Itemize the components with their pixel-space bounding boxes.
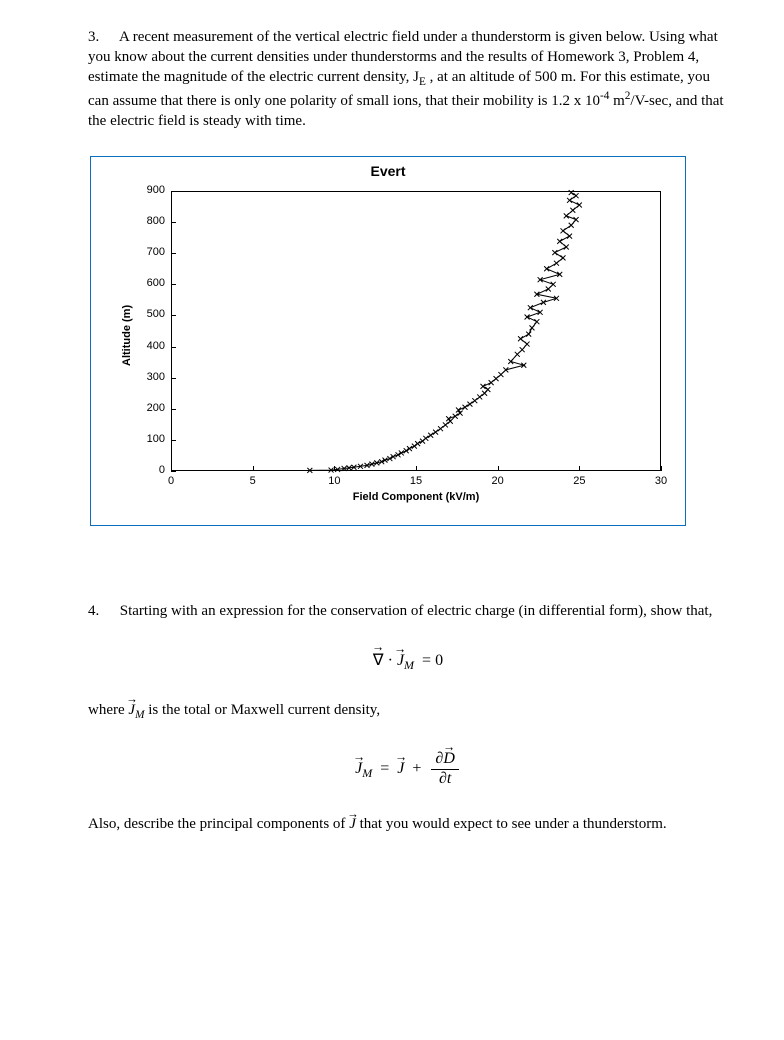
series-line xyxy=(310,193,580,471)
page: 3. A recent measurement of the vertical … xyxy=(0,0,784,879)
data-marker xyxy=(569,223,574,228)
problem-4-para1: 4. Starting with an expression for the c… xyxy=(88,602,728,622)
data-marker xyxy=(564,245,569,250)
data-marker xyxy=(428,433,433,438)
data-marker xyxy=(552,250,557,255)
data-marker xyxy=(494,376,499,381)
problem-3-body: A recent measurement of the vertical ele… xyxy=(88,29,724,129)
data-marker xyxy=(415,441,420,446)
vector-JM-inline: J xyxy=(128,701,135,721)
data-marker xyxy=(574,217,579,222)
subscript-M-lhs: M xyxy=(362,766,372,780)
data-marker xyxy=(438,426,443,431)
subscript-M: M xyxy=(404,658,414,672)
data-marker xyxy=(546,287,551,292)
data-marker xyxy=(551,282,556,287)
data-series xyxy=(91,157,687,527)
vector-J: J xyxy=(397,760,404,778)
data-marker xyxy=(544,266,549,271)
para3-rest: that you would expect to see under a thu… xyxy=(360,816,667,832)
data-marker xyxy=(467,402,472,407)
data-marker xyxy=(526,332,531,337)
data-marker xyxy=(477,394,482,399)
data-marker xyxy=(538,310,543,315)
data-marker xyxy=(554,261,559,266)
problem-4-para1-text: Starting with an expression for the cons… xyxy=(120,603,713,619)
para2-rest: is the total or Maxwell current density, xyxy=(148,702,380,718)
data-marker xyxy=(489,380,494,385)
data-marker xyxy=(534,319,539,324)
equation-jm-def: JM = J + ∂D ∂t xyxy=(88,751,728,788)
data-marker xyxy=(453,414,458,419)
data-marker xyxy=(423,436,428,441)
problem-4-number: 4. xyxy=(88,602,116,622)
data-marker xyxy=(528,305,533,310)
data-marker xyxy=(541,300,546,305)
data-marker xyxy=(567,234,572,239)
data-marker xyxy=(443,422,448,427)
data-marker xyxy=(520,347,525,352)
data-marker xyxy=(433,430,438,435)
data-marker xyxy=(577,203,582,208)
vector-D: D xyxy=(443,751,455,768)
data-marker xyxy=(472,398,477,403)
data-marker xyxy=(529,325,534,330)
data-marker xyxy=(498,372,503,377)
data-marker xyxy=(485,387,490,392)
problem-3-number: 3. xyxy=(88,28,116,48)
problem-3-text: 3. A recent measurement of the vertical … xyxy=(88,28,728,132)
para2-prefix: where xyxy=(88,702,128,718)
data-marker xyxy=(564,213,569,218)
data-marker xyxy=(570,208,575,213)
equation-div-jm: ∇ · JM = 0 xyxy=(88,650,728,673)
data-marker xyxy=(463,405,468,410)
data-marker xyxy=(574,193,579,198)
data-marker xyxy=(561,255,566,260)
evert-chart: Evert 0100200300400500600700800900051015… xyxy=(90,156,686,526)
data-marker xyxy=(518,336,523,341)
data-marker xyxy=(480,384,485,389)
nabla-symbol: ∇ xyxy=(373,650,384,670)
problem-4-para2: where JM is the total or Maxwell current… xyxy=(88,701,728,723)
problem-4: 4. Starting with an expression for the c… xyxy=(88,602,728,835)
data-marker xyxy=(557,239,562,244)
vector-JM: J xyxy=(397,652,404,670)
data-marker xyxy=(561,228,566,233)
vector-JM-lhs: J xyxy=(355,760,362,778)
data-marker xyxy=(446,416,451,421)
data-marker xyxy=(567,198,572,203)
data-marker xyxy=(525,315,530,320)
para3-prefix: Also, describe the principal components … xyxy=(88,816,349,832)
data-marker xyxy=(569,190,574,195)
subscript-M-inline: M xyxy=(135,709,144,721)
problem-4-para3: Also, describe the principal components … xyxy=(88,815,728,835)
data-marker xyxy=(525,342,530,347)
data-marker xyxy=(412,444,417,449)
data-marker xyxy=(515,352,520,357)
vector-J-inline: J xyxy=(349,815,356,835)
dDdt-fraction: ∂D ∂t xyxy=(431,751,458,788)
